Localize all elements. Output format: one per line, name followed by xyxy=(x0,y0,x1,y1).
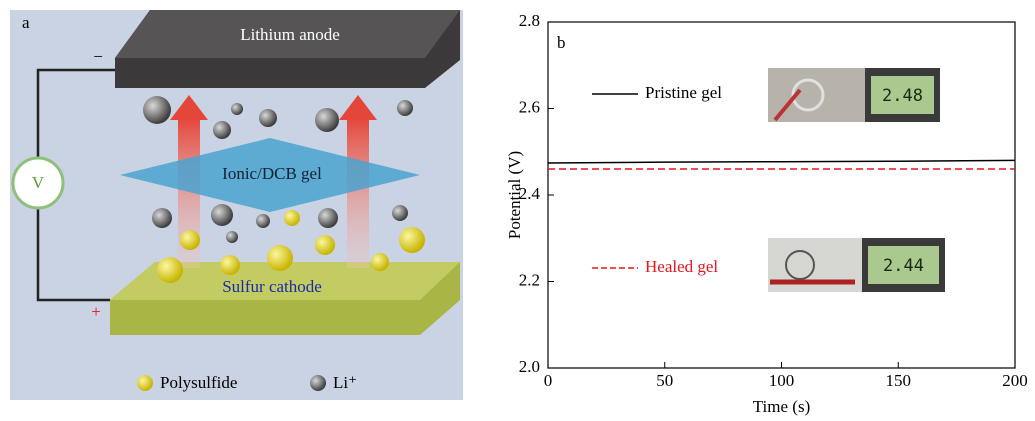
panel-label: a xyxy=(22,13,30,32)
y-tick-label: 2.8 xyxy=(519,11,540,30)
x-tick-label: 200 xyxy=(1002,371,1028,390)
y-axis-label: Potential (V) xyxy=(505,151,524,239)
x-tick-label: 150 xyxy=(886,371,912,390)
x-tick-label: 50 xyxy=(656,371,673,390)
anode-label: Lithium anode xyxy=(240,25,340,44)
panel-label: b xyxy=(557,33,566,52)
arrow xyxy=(347,118,369,268)
legend-swatch xyxy=(137,375,153,391)
page: Lithium anode V − + a Ionic/DCB gel Sulf… xyxy=(0,0,1035,416)
cathode-label: Sulfur cathode xyxy=(222,277,322,296)
y-tick-label: 2.0 xyxy=(519,357,540,376)
x-tick-label: 100 xyxy=(769,371,795,390)
y-tick-label: 2.2 xyxy=(519,270,540,289)
figure: Lithium anode V − + a Ionic/DCB gel Sulf… xyxy=(0,0,1035,416)
insets xyxy=(768,68,865,292)
meter-label: V xyxy=(32,173,45,192)
y-tick-label: 2.6 xyxy=(519,97,540,116)
plus-sign: + xyxy=(91,302,101,321)
x-tick-label: 0 xyxy=(544,371,553,390)
legend-label: Pristine gel xyxy=(645,83,722,102)
legend-swatch xyxy=(310,375,326,391)
lcd-reading: 2.44 xyxy=(883,256,924,276)
lcd-reading: 2.48 xyxy=(882,86,923,106)
legend-label: Healed gel xyxy=(645,257,718,276)
legend-label: Li⁺ xyxy=(333,373,357,392)
series-line xyxy=(548,160,1015,163)
panel-a: Lithium anode V − + a Ionic/DCB gel Sulf… xyxy=(10,10,463,400)
legend-label: Polysulfide xyxy=(160,373,237,392)
x-axis-label: Time (s) xyxy=(753,397,810,416)
gel-label: Ionic/DCB gel xyxy=(222,164,322,183)
minus-sign: − xyxy=(93,47,103,66)
